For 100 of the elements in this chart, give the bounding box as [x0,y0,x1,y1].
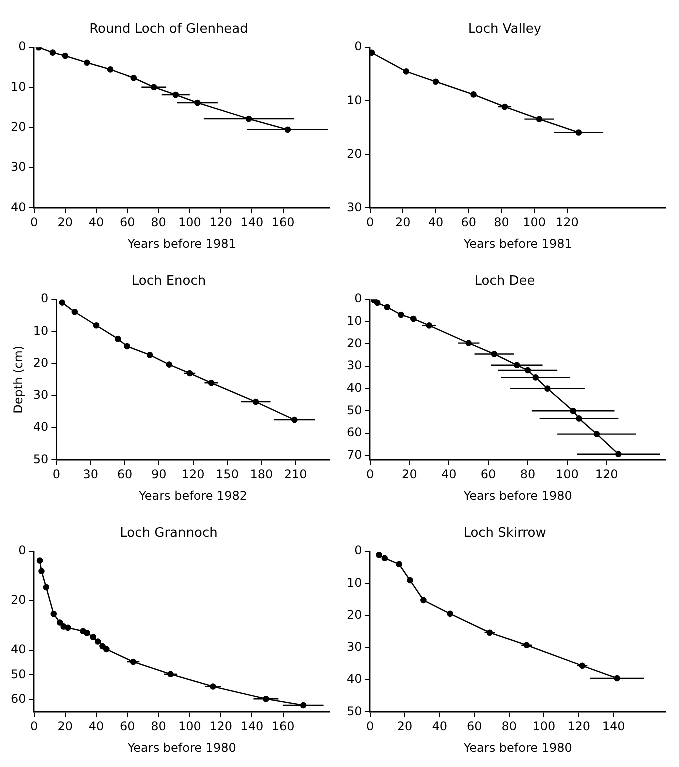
x-tick-label: 60 [120,720,136,734]
y-tick-label: 20 [10,593,26,608]
y-axis-title: Depth (cm) [11,346,26,414]
y-tick-label: 40 [346,380,362,395]
chart-title: Loch Enoch [132,274,206,290]
point [59,300,66,306]
x-axis-title: Years before 1980 [462,488,572,503]
y-tick-label: 30 [346,358,362,373]
point [384,304,391,311]
y-tick-label: 50 [10,667,26,682]
x-tick-label: 140 [240,216,264,230]
point [56,620,64,626]
y-tick-label: 10 [10,80,26,94]
x-tick-label: 20 [397,720,413,734]
point [166,362,173,368]
x-tick-label: 60 [117,468,133,482]
point [370,50,376,56]
x-tick-label: 0 [52,468,60,482]
point [43,584,50,591]
x-tick-label: 60 [461,216,476,230]
point [38,568,45,575]
point [470,92,477,98]
x-tick-label: 20 [395,216,411,230]
point [146,352,154,358]
y-tick-label: 10 [346,314,362,328]
point [447,610,454,618]
chart-title: Loch Valley [468,22,542,38]
x-tick-label: 20 [402,468,418,482]
chart-title: Loch Grannoch [120,526,218,542]
y-tick-label: 10 [346,576,362,590]
point [84,630,90,636]
point [398,312,404,318]
x-tick-label: 80 [502,720,518,734]
y-tick-label: 0 [18,40,26,54]
y-tick-label: 30 [10,160,26,174]
y-tick-label: 40 [346,672,362,686]
x-tick-label: 160 [272,216,295,230]
point [107,66,114,73]
x-tick-label: 100 [178,720,202,734]
x-tick-label: 60 [467,720,482,734]
x-tick-label: 140 [602,720,626,734]
x-tick-label: 80 [151,720,166,734]
y-tick-label: 50 [33,452,49,466]
point [376,552,382,558]
x-tick-label: 20 [58,216,74,230]
y-tick-label: 30 [346,640,362,654]
point [50,50,56,56]
x-axis-title: Years before 1981 [126,236,236,251]
x-tick-label: 0 [366,468,374,482]
y-tick-label: 0 [354,40,362,54]
x-tick-label: 100 [523,216,546,230]
x-tick-label: 80 [494,216,510,230]
point [130,74,138,82]
point [72,308,78,316]
x-tick-label: 140 [240,720,264,734]
x-tick-label: 0 [366,216,374,230]
x-tick-label: 100 [556,468,579,482]
x-tick-label: 30 [83,468,98,482]
x-tick-label: 100 [532,720,556,734]
point [93,322,100,329]
y-tick-label: 70 [346,448,362,462]
point [374,300,381,306]
x-tick-label: 60 [120,216,136,230]
x-tick-label: 210 [284,468,308,482]
x-tick-label: 80 [520,468,536,482]
x-tick-label: 120 [556,216,579,230]
x-tick-label: 0 [366,720,374,734]
point [103,646,110,653]
y-tick-label: 20 [33,356,49,370]
x-tick-label: 120 [595,468,618,482]
point [396,561,402,568]
x-tick-label: 120 [568,720,590,734]
chart-title: Loch Skirrow [464,526,547,542]
point [90,634,97,640]
chart-title: Loch Dee [474,274,536,290]
y-tick-label: 0 [354,292,362,306]
x-tick-label: 40 [441,468,457,482]
point [403,68,410,75]
x-tick-label: 120 [210,216,232,230]
x-tick-label: 180 [250,468,274,482]
x-tick-label: 160 [272,720,295,734]
y-tick-label: 60 [346,426,362,440]
point [124,343,130,350]
x-tick-label: 150 [216,468,239,482]
x-tick-label: 40 [432,720,448,734]
point [407,577,414,584]
y-tick-label: 20 [10,120,26,134]
point [382,555,388,562]
x-tick-label: 20 [58,720,74,734]
chart-title: Round Loch of Glenhead [90,22,248,38]
x-tick-label: 120 [182,468,205,482]
point [50,610,58,618]
point [65,624,72,632]
x-axis-title: Years before 1981 [462,236,572,251]
y-tick-label: 20 [346,336,362,350]
point [36,558,44,564]
x-axis-title: Years before 1980 [462,740,572,755]
x-tick-label: 40 [428,216,444,230]
point [94,638,102,645]
y-tick-label: 50 [346,403,362,418]
